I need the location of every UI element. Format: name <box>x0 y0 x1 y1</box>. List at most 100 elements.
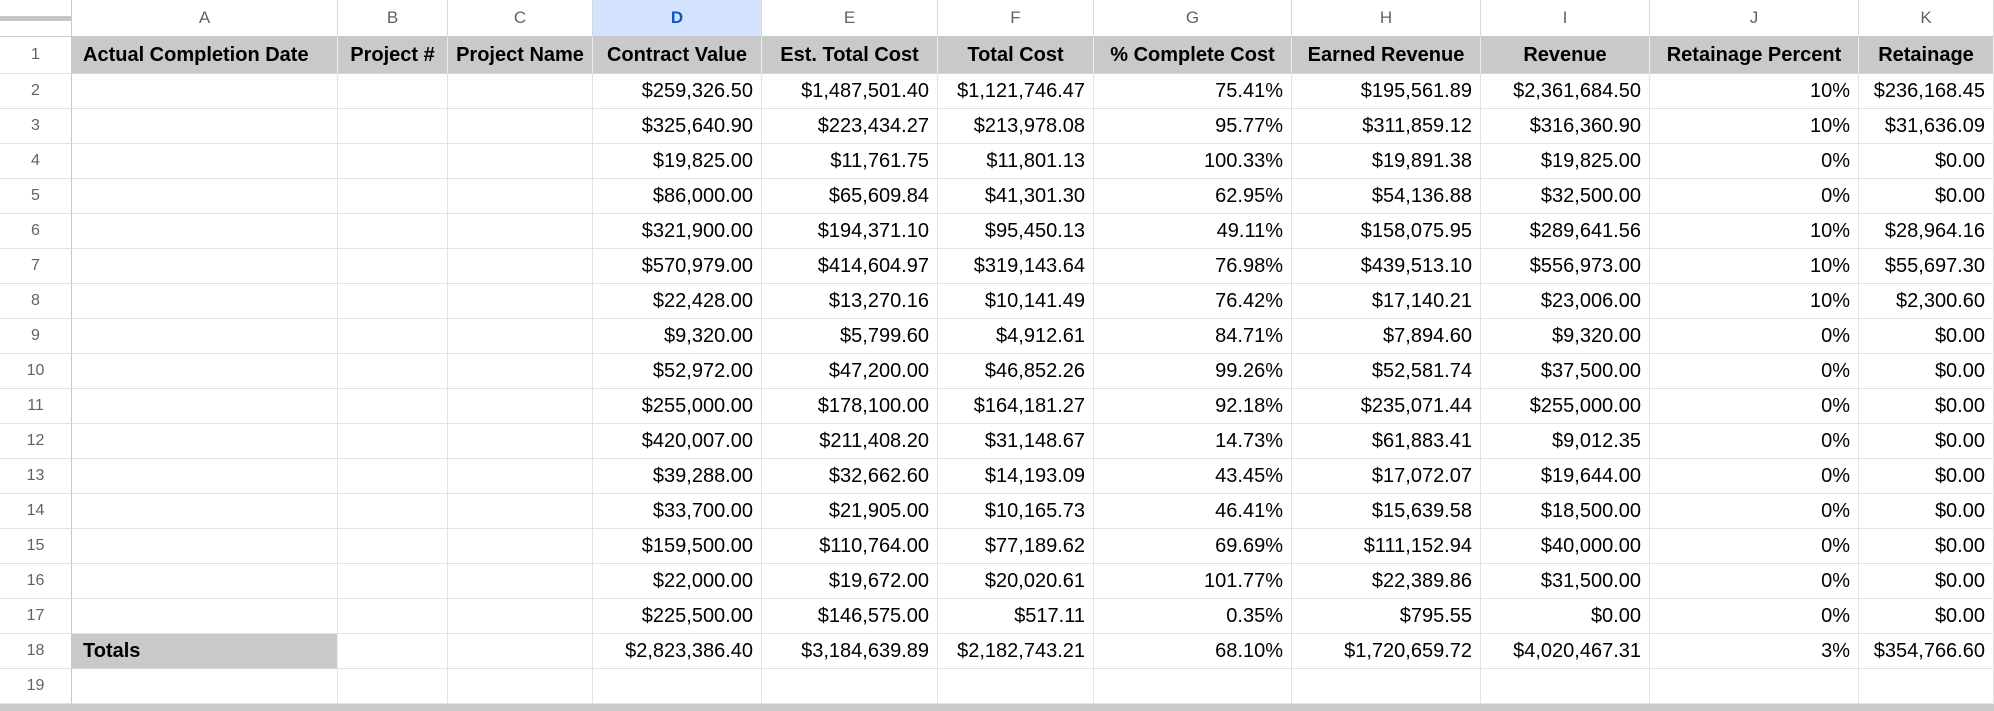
cell[interactable] <box>762 669 938 704</box>
row-number[interactable]: 2 <box>0 74 72 109</box>
cell-actual-completion-date[interactable] <box>72 284 338 319</box>
cell-earned-revenue[interactable]: $15,639.58 <box>1292 494 1481 529</box>
cell-retainage[interactable]: $0.00 <box>1859 389 1994 424</box>
cell-contract-value[interactable]: $420,007.00 <box>593 424 762 459</box>
cell-project-name[interactable] <box>448 214 593 249</box>
cell-total-percent-complete[interactable]: 68.10% <box>1094 634 1292 669</box>
cell-actual-completion-date[interactable] <box>72 389 338 424</box>
cell-total-cost[interactable]: $517.11 <box>938 599 1094 634</box>
cell-project-number[interactable] <box>338 424 448 459</box>
column-header-f[interactable]: F <box>938 0 1094 37</box>
cell[interactable] <box>448 634 593 669</box>
cell-revenue[interactable]: $23,006.00 <box>1481 284 1650 319</box>
cell-est-total-cost[interactable]: $414,604.97 <box>762 249 938 284</box>
cell-retainage-percent[interactable]: 10% <box>1650 284 1859 319</box>
cell-percent-complete-cost[interactable]: 43.45% <box>1094 459 1292 494</box>
cell-total-cost[interactable]: $46,852.26 <box>938 354 1094 389</box>
cell-total-cost[interactable]: $1,121,746.47 <box>938 74 1094 109</box>
cell-revenue[interactable]: $18,500.00 <box>1481 494 1650 529</box>
cell-percent-complete-cost[interactable]: 92.18% <box>1094 389 1292 424</box>
cell-project-name[interactable] <box>448 424 593 459</box>
row-number[interactable]: 1 <box>0 37 72 74</box>
cell-retainage[interactable]: $0.00 <box>1859 144 1994 179</box>
cell-header-contract-value[interactable]: Contract Value <box>593 37 762 74</box>
column-header-b[interactable]: B <box>338 0 448 37</box>
cell-project-name[interactable] <box>448 389 593 424</box>
cell-est-total-cost[interactable]: $194,371.10 <box>762 214 938 249</box>
cell-actual-completion-date[interactable] <box>72 494 338 529</box>
column-header-h[interactable]: H <box>1292 0 1481 37</box>
cell-contract-value[interactable]: $22,000.00 <box>593 564 762 599</box>
cell-percent-complete-cost[interactable]: 14.73% <box>1094 424 1292 459</box>
cell-project-name[interactable] <box>448 74 593 109</box>
cell-contract-value[interactable]: $255,000.00 <box>593 389 762 424</box>
cell-header-retainage-percent[interactable]: Retainage Percent <box>1650 37 1859 74</box>
cell-earned-revenue[interactable]: $52,581.74 <box>1292 354 1481 389</box>
cell-header-earned-revenue[interactable]: Earned Revenue <box>1292 37 1481 74</box>
cell-total-earned-revenue[interactable]: $1,720,659.72 <box>1292 634 1481 669</box>
cell-est-total-cost[interactable]: $21,905.00 <box>762 494 938 529</box>
cell-total-cost[interactable]: $20,020.61 <box>938 564 1094 599</box>
row-number[interactable]: 5 <box>0 179 72 214</box>
row-number[interactable]: 10 <box>0 354 72 389</box>
cell-retainage[interactable]: $2,300.60 <box>1859 284 1994 319</box>
cell-header-project-name[interactable]: Project Name <box>448 37 593 74</box>
cell-totals-label[interactable]: Totals <box>72 634 338 669</box>
cell-est-total-cost[interactable]: $223,434.27 <box>762 109 938 144</box>
cell-project-name[interactable] <box>448 564 593 599</box>
cell-project-name[interactable] <box>448 319 593 354</box>
cell-percent-complete-cost[interactable]: 101.77% <box>1094 564 1292 599</box>
cell-actual-completion-date[interactable] <box>72 564 338 599</box>
cell-header-actual-completion-date[interactable]: Actual Completion Date <box>72 37 338 74</box>
cell-contract-value[interactable]: $225,500.00 <box>593 599 762 634</box>
cell-earned-revenue[interactable]: $158,075.95 <box>1292 214 1481 249</box>
cell-total-cost[interactable]: $10,141.49 <box>938 284 1094 319</box>
cell-total-retainage-percent[interactable]: 3% <box>1650 634 1859 669</box>
cell-actual-completion-date[interactable] <box>72 599 338 634</box>
cell-project-name[interactable] <box>448 599 593 634</box>
cell-retainage-percent[interactable]: 0% <box>1650 389 1859 424</box>
cell-project-name[interactable] <box>448 249 593 284</box>
cell-total-cost[interactable]: $14,193.09 <box>938 459 1094 494</box>
cell-revenue[interactable]: $9,320.00 <box>1481 319 1650 354</box>
cell-contract-value[interactable]: $19,825.00 <box>593 144 762 179</box>
cell-retainage[interactable]: $0.00 <box>1859 319 1994 354</box>
cell-earned-revenue[interactable]: $111,152.94 <box>1292 529 1481 564</box>
cell-earned-revenue[interactable]: $7,894.60 <box>1292 319 1481 354</box>
row-number[interactable]: 16 <box>0 564 72 599</box>
cell-total-cost[interactable]: $213,978.08 <box>938 109 1094 144</box>
cell-project-number[interactable] <box>338 529 448 564</box>
cell-percent-complete-cost[interactable]: 95.77% <box>1094 109 1292 144</box>
cell[interactable] <box>338 669 448 704</box>
cell-retainage[interactable]: $0.00 <box>1859 599 1994 634</box>
row-number[interactable]: 18 <box>0 634 72 669</box>
cell-revenue[interactable]: $31,500.00 <box>1481 564 1650 599</box>
row-number[interactable]: 8 <box>0 284 72 319</box>
cell-project-number[interactable] <box>338 459 448 494</box>
cell-retainage-percent[interactable]: 0% <box>1650 599 1859 634</box>
cell-header-project-number[interactable]: Project # <box>338 37 448 74</box>
cell[interactable] <box>338 634 448 669</box>
row-number[interactable]: 15 <box>0 529 72 564</box>
cell-actual-completion-date[interactable] <box>72 459 338 494</box>
cell-est-total-cost[interactable]: $47,200.00 <box>762 354 938 389</box>
cell-contract-value[interactable]: $325,640.90 <box>593 109 762 144</box>
column-header-c[interactable]: C <box>448 0 593 37</box>
cell-percent-complete-cost[interactable]: 76.42% <box>1094 284 1292 319</box>
cell-earned-revenue[interactable]: $235,071.44 <box>1292 389 1481 424</box>
cell[interactable] <box>938 669 1094 704</box>
cell-retainage-percent[interactable]: 0% <box>1650 179 1859 214</box>
cell-total-cost[interactable]: $11,801.13 <box>938 144 1094 179</box>
cell-retainage-percent[interactable]: 0% <box>1650 564 1859 599</box>
row-number[interactable]: 7 <box>0 249 72 284</box>
cell-total-cost[interactable]: $31,148.67 <box>938 424 1094 459</box>
column-header-e[interactable]: E <box>762 0 938 37</box>
cell-retainage[interactable]: $0.00 <box>1859 494 1994 529</box>
cell-retainage-percent[interactable]: 0% <box>1650 354 1859 389</box>
select-all-corner[interactable] <box>0 0 72 37</box>
cell-percent-complete-cost[interactable]: 46.41% <box>1094 494 1292 529</box>
cell-total-cost[interactable]: $4,912.61 <box>938 319 1094 354</box>
cell-revenue[interactable]: $289,641.56 <box>1481 214 1650 249</box>
cell-retainage-percent[interactable]: 10% <box>1650 109 1859 144</box>
cell-project-number[interactable] <box>338 354 448 389</box>
